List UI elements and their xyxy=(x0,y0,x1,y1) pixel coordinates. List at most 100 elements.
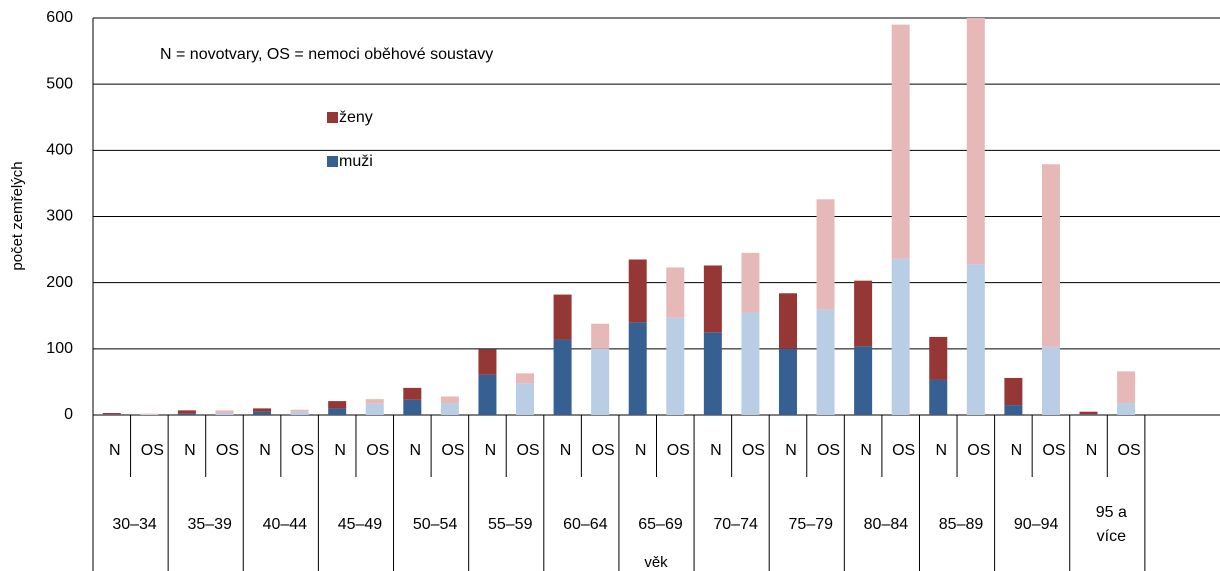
bar-segment xyxy=(253,408,272,412)
x-tick-label: OS xyxy=(216,442,239,459)
x-tick-label: N xyxy=(860,442,872,459)
bar-segment xyxy=(628,259,647,323)
x-tick-label: N xyxy=(1011,442,1023,459)
y-tick-label: 400 xyxy=(46,142,73,159)
x-tick-label: N xyxy=(560,442,572,459)
bar-segment xyxy=(891,24,910,259)
bar-segment xyxy=(478,374,497,415)
bar-segment xyxy=(591,348,610,415)
x-tick-label: N xyxy=(109,442,121,459)
bar-segment xyxy=(816,309,835,415)
x-tick-label: N xyxy=(935,442,947,459)
bar-segment xyxy=(816,199,835,310)
bar-segment xyxy=(1079,411,1098,415)
bar-segment xyxy=(854,346,873,415)
bar-segment xyxy=(328,401,347,409)
bar-segment xyxy=(140,413,159,415)
bar-segment xyxy=(1117,371,1136,404)
bar-segment xyxy=(1041,346,1060,415)
bar-segment xyxy=(403,399,422,415)
x-tick-label: OS xyxy=(817,442,840,459)
group-label: 75–79 xyxy=(789,516,834,533)
bar-segment xyxy=(703,265,722,333)
group-label: 65–69 xyxy=(638,516,683,533)
group-label: 80–84 xyxy=(864,516,909,533)
bar-segment xyxy=(1004,405,1023,415)
bar-segment xyxy=(591,323,610,349)
x-tick-label: OS xyxy=(141,442,164,459)
x-tick-label: N xyxy=(635,442,647,459)
x-tick-label: N xyxy=(785,442,797,459)
y-axis-label: počet zemřelých xyxy=(9,161,26,270)
bar-segment xyxy=(929,379,948,415)
group-label: 60–64 xyxy=(563,516,608,533)
bar-segment xyxy=(478,349,497,375)
x-tick-label: N xyxy=(485,442,497,459)
x-tick-label: N xyxy=(184,442,196,459)
y-tick-label: 600 xyxy=(46,9,73,26)
bar-segment xyxy=(891,258,910,415)
bar-segment xyxy=(929,336,948,380)
x-tick-label: OS xyxy=(967,442,990,459)
y-tick-label: 300 xyxy=(46,208,73,225)
x-tick-label: OS xyxy=(892,442,915,459)
bar-segment xyxy=(628,322,647,415)
bar-segment xyxy=(215,410,234,414)
bar-segment xyxy=(1041,164,1060,347)
bar-segment xyxy=(854,280,873,347)
bar-segment xyxy=(177,410,196,414)
bar-segment xyxy=(778,348,797,415)
bar-segment xyxy=(440,403,459,415)
legend-swatch xyxy=(327,156,338,167)
bar-segment xyxy=(253,411,272,415)
group-label: 35–39 xyxy=(187,516,232,533)
bar-segment xyxy=(290,409,309,412)
bar-segment xyxy=(703,332,722,415)
bar-segment xyxy=(741,312,760,415)
x-tick-label: OS xyxy=(742,442,765,459)
bar-segment xyxy=(666,317,685,415)
x-tick-label: OS xyxy=(516,442,539,459)
annotation: N = novotvary, OS = nemoci oběhové soust… xyxy=(160,46,493,63)
bar-segment xyxy=(215,413,234,415)
bar-segment xyxy=(365,403,384,415)
bar-segment xyxy=(290,411,309,415)
bar-segment xyxy=(553,339,572,415)
group-label: 45–49 xyxy=(338,516,383,533)
x-tick-label: N xyxy=(334,442,346,459)
bar-segment xyxy=(666,267,685,318)
group-label: 95 a více xyxy=(1096,504,1127,545)
bar-segment xyxy=(778,293,797,349)
bar-segment xyxy=(741,252,760,313)
y-tick-label: 500 xyxy=(46,75,73,92)
y-tick-label: 0 xyxy=(64,406,73,423)
x-tick-label: OS xyxy=(366,442,389,459)
bar-segment xyxy=(140,414,159,415)
bar-segment xyxy=(177,413,196,415)
legend-label: muži xyxy=(339,153,373,170)
x-tick-label: N xyxy=(710,442,722,459)
bar-segment xyxy=(403,387,422,400)
group-label: 90–94 xyxy=(1014,516,1059,533)
x-tick-label: OS xyxy=(592,442,615,459)
bar-segment xyxy=(440,396,459,404)
y-tick-label: 100 xyxy=(46,340,73,357)
bar-segment xyxy=(328,408,347,415)
group-label: 70–74 xyxy=(713,516,758,533)
bar-segment xyxy=(1004,377,1023,406)
group-label: 30–34 xyxy=(112,516,157,533)
x-tick-label: OS xyxy=(1042,442,1065,459)
bar-segment xyxy=(966,264,985,415)
bar-segment xyxy=(516,373,535,384)
bar-segment xyxy=(516,383,535,415)
x-tick-label: N xyxy=(259,442,271,459)
x-tick-label: OS xyxy=(291,442,314,459)
bar-segment xyxy=(102,413,121,415)
legend-swatch xyxy=(327,112,338,123)
x-tick-label: N xyxy=(410,442,422,459)
bar-segment xyxy=(966,18,985,265)
bar-segment xyxy=(1117,403,1136,415)
x-tick-label: OS xyxy=(441,442,464,459)
bar-segment xyxy=(1079,414,1098,415)
